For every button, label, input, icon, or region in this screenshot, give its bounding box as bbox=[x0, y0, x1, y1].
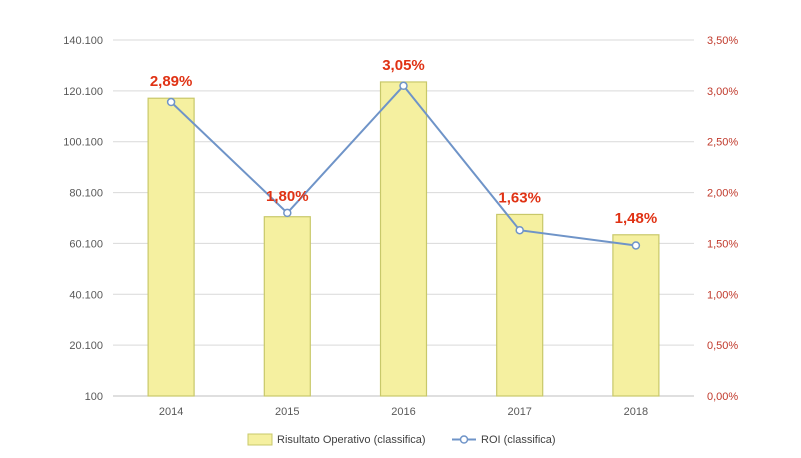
x-tick-label: 2017 bbox=[507, 406, 531, 418]
left-tick-label: 40.100 bbox=[69, 289, 103, 301]
x-tick-label: 2014 bbox=[159, 406, 183, 418]
roi-point-2015 bbox=[283, 208, 292, 218]
bar-2016 bbox=[379, 81, 428, 397]
right-tick-label: 2,00% bbox=[707, 188, 738, 200]
roi-point-2014 bbox=[166, 97, 176, 107]
right-tick-label: 2,50% bbox=[707, 137, 738, 149]
left-axis-ticks: 100 20.100 40.100 60.100 80.100 100.100 120.10… bbox=[63, 35, 103, 403]
roi-data-label: 2,89% bbox=[150, 73, 193, 90]
right-tick-label: 0,00% bbox=[707, 391, 738, 403]
right-tick-label: 3,50% bbox=[707, 35, 738, 47]
data-labels: 2,89% 1,80% 3,05% 1,63% 1,48% bbox=[150, 57, 657, 227]
left-tick-label: 100 bbox=[85, 391, 103, 403]
roi-data-label: 1,48% bbox=[615, 210, 658, 227]
legend-bar-swatch bbox=[247, 433, 273, 446]
roi-data-label: 3,05% bbox=[382, 57, 425, 74]
bar-series bbox=[147, 81, 660, 397]
left-tick-label: 100.100 bbox=[63, 137, 103, 149]
legend-line-marker bbox=[459, 435, 469, 444]
right-tick-label: 3,00% bbox=[707, 86, 738, 98]
roi-point-2017 bbox=[515, 225, 524, 235]
left-tick-label: 80.100 bbox=[69, 188, 103, 200]
right-tick-label: 1,00% bbox=[707, 289, 738, 301]
bar-2018 bbox=[612, 234, 660, 397]
bar-2014 bbox=[147, 97, 195, 397]
roi-point-2016 bbox=[399, 81, 408, 91]
left-tick-label: 20.100 bbox=[69, 340, 103, 352]
x-axis-ticks: 2014 2015 2016 2017 2018 bbox=[159, 406, 648, 418]
left-tick-label: 140.100 bbox=[63, 35, 103, 47]
right-tick-label: 1,50% bbox=[707, 238, 738, 250]
line-series bbox=[166, 81, 641, 250]
legend: Risultato Operativo (classifica) ROI (cl… bbox=[247, 433, 556, 446]
x-tick-label: 2018 bbox=[624, 406, 648, 418]
right-axis-ticks: 0,00% 0,50% 1,00% 1,50% 2,00% 2,50% 3,00% 3,50% bbox=[707, 35, 738, 403]
bar-2017 bbox=[496, 213, 544, 397]
legend-line-label: ROI (classifica) bbox=[481, 434, 556, 446]
roi-data-label: 1,63% bbox=[498, 189, 541, 206]
x-tick-label: 2016 bbox=[391, 406, 415, 418]
left-tick-label: 60.100 bbox=[69, 238, 103, 250]
roi-data-label: 1,80% bbox=[266, 188, 309, 205]
bar-2015 bbox=[263, 216, 311, 397]
x-tick-label: 2015 bbox=[275, 406, 299, 418]
roi-point-2018 bbox=[631, 241, 641, 250]
right-tick-label: 0,50% bbox=[707, 340, 738, 352]
legend-bar-label: Risultato Operativo (classifica) bbox=[277, 434, 426, 446]
left-tick-label: 120.100 bbox=[63, 86, 103, 98]
